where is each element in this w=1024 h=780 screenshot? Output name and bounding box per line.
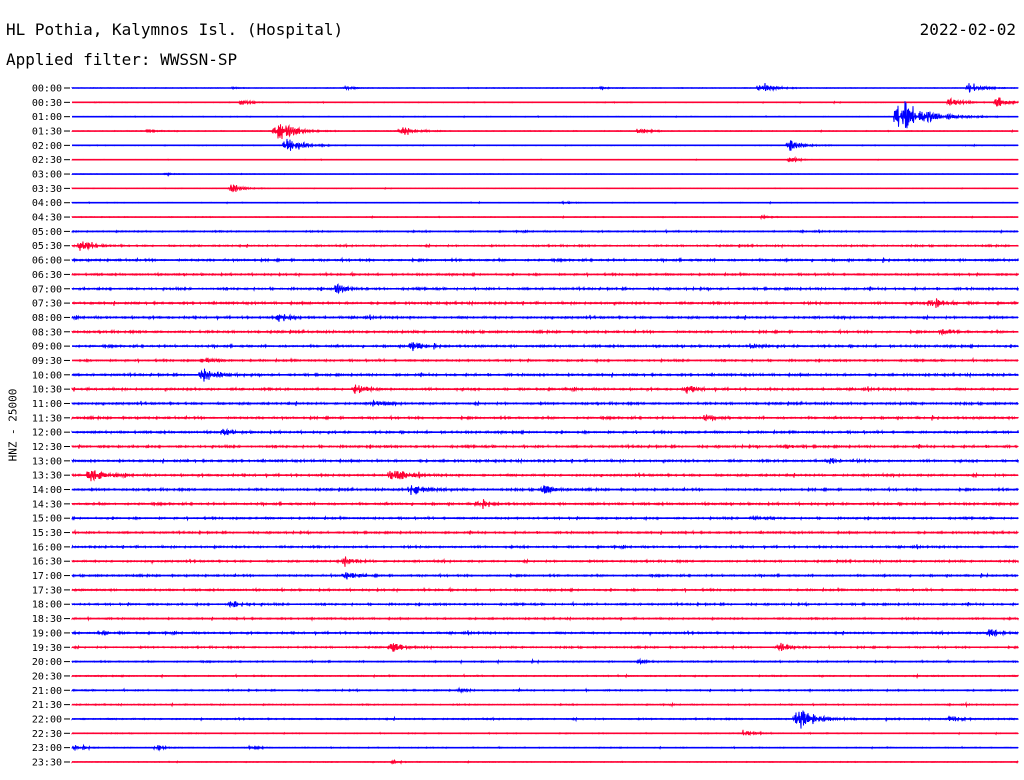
y-tick-label: 21:30 [32, 700, 62, 711]
y-tick-label: 18:30 [32, 614, 62, 625]
y-tick-label: 22:00 [32, 714, 62, 725]
y-tick-label: 16:00 [32, 542, 62, 553]
y-tick-label: 05:00 [32, 227, 62, 238]
y-tick-label: 03:00 [32, 170, 62, 181]
station-title: HL Pothia, Kalymnos Isl. (Hospital) [6, 20, 344, 39]
y-tick-label: 07:00 [32, 284, 62, 295]
y-tick-label: 04:30 [32, 213, 62, 224]
y-tick-label: 01:00 [32, 112, 62, 123]
y-tick-label: 15:30 [32, 528, 62, 539]
y-tick-label: 23:30 [32, 757, 62, 768]
y-tick-label: 15:00 [32, 514, 62, 525]
y-tick-label: 10:00 [32, 370, 62, 381]
y-tick-label: 17:00 [32, 571, 62, 582]
y-tick-label: 09:00 [32, 342, 62, 353]
y-tick-label: 09:30 [32, 356, 62, 367]
y-tick-label: 00:30 [32, 98, 62, 109]
y-tick-label: 12:00 [32, 428, 62, 439]
y-tick-label: 13:00 [32, 456, 62, 467]
y-tick-label: 19:30 [32, 643, 62, 654]
y-tick-label: 18:00 [32, 600, 62, 611]
y-tick-label: 19:00 [32, 628, 62, 639]
y-tick-label: 13:30 [32, 471, 62, 482]
y-tick-label: 05:30 [32, 241, 62, 252]
y-tick-label: 02:30 [32, 155, 62, 166]
y-tick-label: 07:30 [32, 299, 62, 310]
y-tick-label: 01:30 [32, 127, 62, 138]
y-tick-label: 11:00 [32, 399, 62, 410]
y-tick-label: 00:00 [32, 84, 62, 95]
y-tick-label: 17:30 [32, 585, 62, 596]
trace-line [72, 101, 1019, 129]
y-tick-label: 06:30 [32, 270, 62, 281]
filter-label: Applied filter: WWSSN-SP [6, 50, 238, 69]
y-tick-label: 08:00 [32, 313, 62, 324]
y-tick-label: 20:30 [32, 671, 62, 682]
y-tick-label: 21:00 [32, 686, 62, 697]
y-tick-label: 11:30 [32, 413, 62, 424]
y-tick-label: 14:00 [32, 485, 62, 496]
y-tick-label: 23:00 [32, 743, 62, 754]
y-tick-label: 14:30 [32, 499, 62, 510]
y-tick-label: 08:30 [32, 327, 62, 338]
y-tick-label: 22:30 [32, 729, 62, 740]
y-tick-label: 03:30 [32, 184, 62, 195]
y-tick-label: 16:30 [32, 557, 62, 568]
y-tick-label: 06:00 [32, 256, 62, 267]
y-tick-label: 12:30 [32, 442, 62, 453]
y-tick-label: 04:00 [32, 198, 62, 209]
y-tick-label: 10:30 [32, 385, 62, 396]
y-tick-label: 02:00 [32, 141, 62, 152]
record-date: 2022-02-02 [919, 20, 1016, 39]
y-tick-label: 20:00 [32, 657, 62, 668]
